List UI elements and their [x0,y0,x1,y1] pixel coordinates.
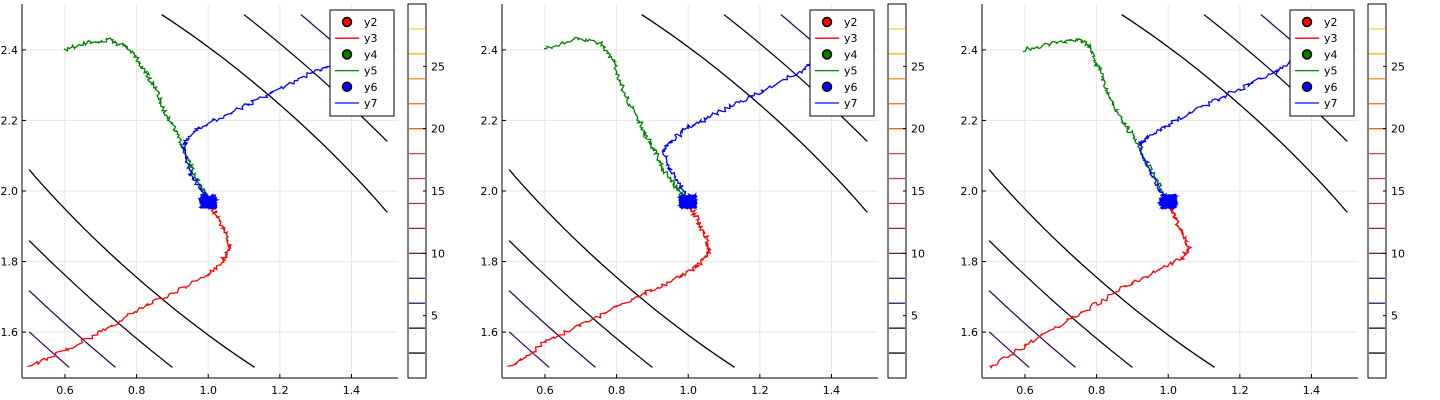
series-group [989,37,1293,369]
colorbar-tick-label: 15 [911,185,925,198]
x-tick-label: 1.0 [199,384,217,397]
x-tick-label: 1.2 [271,384,289,397]
legend-label-y2: y2 [1324,16,1338,29]
legend-label-y5: y5 [844,65,858,78]
legend-label-y3: y3 [844,32,858,45]
legend-label-y2: y2 [364,16,378,29]
x-tick-label: 1.2 [1231,384,1249,397]
series-y5 [543,36,691,203]
contour-level-2 [988,14,1348,368]
series-y6 [1156,193,1180,211]
colorbar-tick-label: 5 [431,310,438,323]
colorbar-tick-label: 15 [431,185,445,198]
x-tick-label: 0.6 [56,384,74,397]
series-y7 [180,62,336,203]
chart-panel-1: 0.6 0.8 1.0 1.2 1.4 1.6 1.8 2.0 2.2 2.4 y2 y3 y4 y5 y6… [1,3,445,397]
colorbar-tick-label: 15 [1391,185,1405,198]
series-y3 [507,199,712,367]
legend-box [1289,9,1355,117]
contour-level-2 [508,14,868,368]
legend-marker-y2 [1301,16,1313,28]
x-tick-label: 1.4 [343,384,361,397]
legend-marker-y2 [821,16,833,28]
legend-label-y3: y3 [364,32,378,45]
series-y3 [989,200,1193,369]
x-tick-label: 0.6 [1016,384,1034,397]
chart-panel-2: 0.6 0.8 1.0 1.2 1.4 1.6 1.8 2.0 2.2 2.4 y2 y3 y4 y5 y6… [481,3,925,397]
series-y5 [63,37,211,204]
y-tick-label: 1.8 [1,256,19,269]
x-tick-label: 1.0 [679,384,697,397]
x-tick-label: 0.6 [536,384,554,397]
series-y3 [27,201,234,367]
chart-panel-3: 0.6 0.8 1.0 1.2 1.4 1.6 1.8 2.0 2.2 2.4 y2 y3 y4 y5 y6… [961,3,1405,397]
legend-marker-y2 [341,16,353,28]
legend-marker-y6 [821,81,833,93]
y-tick-label: 1.6 [1,326,19,339]
colorbar-tick-label: 20 [911,123,925,136]
legend-label-y4: y4 [844,48,858,61]
y-tick-label: 1.6 [961,326,979,339]
x-tick-label: 1.0 [1159,384,1177,397]
x-tick-label: 1.4 [1303,384,1321,397]
legend-label-y7: y7 [364,97,378,110]
x-tick-label: 0.8 [128,384,146,397]
series-y5 [1022,37,1170,203]
legend-marker-y4 [341,49,353,60]
y-tick-label: 2.4 [481,44,499,57]
colorbar-tick-label: 20 [431,123,445,136]
colorbar-tick-label: 25 [911,60,925,73]
legend-label-y6: y6 [1324,81,1338,94]
x-tick-label: 0.8 [608,384,626,397]
series-y6 [197,193,220,210]
legend-marker-y4 [821,49,833,60]
y-tick-label: 2.2 [961,114,979,127]
series-y7 [661,63,814,203]
legend-marker-y6 [341,81,353,93]
legend-label-y6: y6 [364,81,378,94]
legend-label-y5: y5 [364,65,378,78]
y-tick-label: 1.8 [481,256,499,269]
colorbar-tick-label: 5 [911,310,918,323]
x-tick-label: 0.8 [1088,384,1106,397]
colorbar-tick-label: 5 [1391,310,1398,323]
legend-marker-y6 [1301,81,1313,93]
contour-group [508,14,868,368]
y-tick-label: 2.2 [481,114,499,127]
colorbar-tick-label: 10 [911,247,925,260]
legend-label-y4: y4 [1324,48,1338,61]
x-tick-label: 1.2 [751,384,769,397]
legend-label-y4: y4 [364,48,378,61]
y-tick-label: 2.4 [961,44,979,57]
colorbar-tick-label: 20 [1391,123,1405,136]
y-tick-label: 2.0 [961,185,979,198]
colorbar-tick-label: 10 [431,247,445,260]
legend-label-y7: y7 [844,97,858,110]
series-group [27,37,336,367]
legend-label-y5: y5 [1324,65,1338,78]
legend-marker-y4 [1301,49,1313,60]
legend-label-y2: y2 [844,16,858,29]
legend-box [809,9,875,117]
x-tick-label: 1.4 [823,384,841,397]
legend-label-y3: y3 [1324,32,1338,45]
colorbar-tick-label: 10 [1391,247,1405,260]
contour-level-2 [28,14,388,368]
y-tick-label: 2.2 [1,114,19,127]
y-tick-label: 2.0 [481,185,499,198]
colorbar-tick-label: 25 [1391,60,1405,73]
legend-box [329,9,395,117]
series-group [507,36,814,367]
series-y7 [1137,59,1293,204]
y-tick-label: 1.8 [961,256,979,269]
y-tick-label: 2.4 [1,44,19,57]
legend-label-y6: y6 [844,81,858,94]
colorbar-tick-label: 25 [431,60,445,73]
legend-label-y7: y7 [1324,97,1338,110]
series-y6 [676,191,698,211]
y-tick-label: 1.6 [481,326,499,339]
y-tick-label: 2.0 [1,185,19,198]
